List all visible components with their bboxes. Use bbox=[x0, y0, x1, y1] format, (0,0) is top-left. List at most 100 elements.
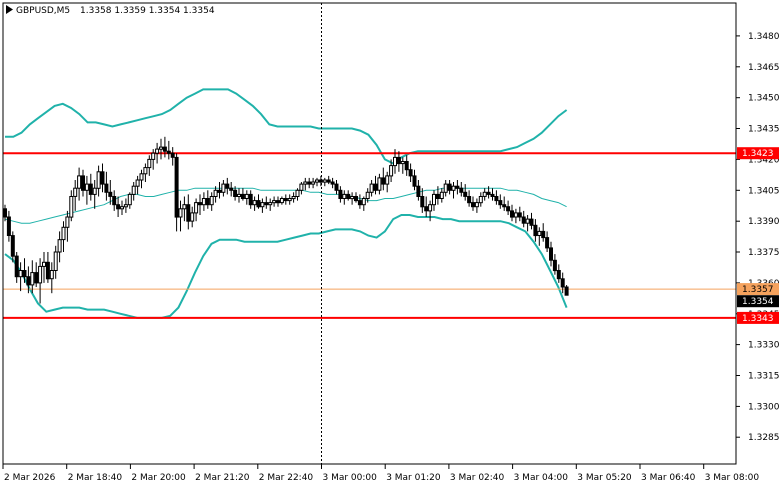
candle bbox=[412, 169, 417, 191]
bollinger-upper-line bbox=[5, 88, 568, 165]
candle-body-bull bbox=[478, 196, 483, 204]
candle-body-bull bbox=[299, 183, 304, 191]
candle-body-bear bbox=[318, 179, 323, 183]
plot-frame bbox=[2, 2, 737, 465]
candle bbox=[186, 194, 191, 230]
candle bbox=[229, 182, 234, 197]
candle bbox=[6, 210, 11, 242]
candle-body-bull bbox=[252, 200, 257, 206]
candle bbox=[420, 188, 425, 213]
candle-body-bull bbox=[432, 193, 436, 206]
y-tick-label: 1.3450 bbox=[748, 94, 780, 104]
candle bbox=[322, 177, 327, 187]
price-badge: 1.3343 bbox=[737, 311, 779, 324]
candle bbox=[108, 180, 113, 205]
candle bbox=[190, 206, 195, 228]
candle-body-bull bbox=[194, 202, 199, 214]
candle-body-bear bbox=[116, 204, 121, 210]
candle bbox=[474, 198, 479, 213]
y-tick-label: 1.3435 bbox=[748, 125, 780, 135]
y-tick-label: 1.3285 bbox=[748, 433, 780, 443]
candle-body-bear bbox=[435, 193, 440, 199]
candle bbox=[416, 180, 421, 201]
candle bbox=[549, 241, 553, 267]
candle bbox=[471, 196, 475, 211]
candle-body-bull bbox=[201, 198, 206, 206]
candle-body-bear bbox=[264, 202, 269, 206]
candle bbox=[354, 192, 358, 203]
candle-body-bull bbox=[131, 185, 136, 195]
candle-body-bear bbox=[233, 189, 238, 198]
candle bbox=[428, 200, 433, 222]
candle bbox=[240, 188, 245, 201]
candle-body-bull bbox=[209, 196, 214, 206]
price-badge: 1.3354 bbox=[737, 295, 779, 308]
candle bbox=[459, 182, 464, 197]
candle-body-bull bbox=[295, 189, 300, 198]
candle bbox=[564, 285, 569, 296]
candle bbox=[541, 223, 546, 242]
candle bbox=[42, 252, 46, 283]
candle bbox=[209, 192, 214, 211]
candle-body-bull bbox=[342, 193, 347, 199]
candle-body-bull bbox=[377, 177, 382, 191]
candle bbox=[123, 198, 128, 213]
candle bbox=[334, 180, 339, 195]
candle bbox=[18, 262, 23, 292]
candle bbox=[69, 190, 74, 222]
candle-body-bull bbox=[279, 198, 284, 204]
candle bbox=[404, 155, 409, 176]
candle bbox=[389, 159, 394, 182]
candle bbox=[237, 188, 241, 203]
candle bbox=[424, 196, 429, 217]
x-tick-label: 3 Mar 06:40 bbox=[641, 473, 696, 483]
horizontal-lines bbox=[3, 152, 736, 319]
candle bbox=[84, 175, 89, 205]
candle-body-bull bbox=[190, 212, 195, 222]
candle-body-bear bbox=[229, 187, 234, 191]
price-badge-label: 1.3354 bbox=[742, 297, 774, 307]
collapse-triangle-icon[interactable] bbox=[6, 5, 13, 14]
candle-body-bull bbox=[365, 191, 370, 200]
candle-body-bear bbox=[494, 196, 499, 202]
candle bbox=[225, 177, 230, 195]
candle-body-bear bbox=[533, 224, 538, 237]
candle bbox=[104, 171, 109, 201]
candle-body-bull bbox=[182, 204, 187, 210]
candle-body-bear bbox=[248, 193, 253, 206]
candle-body-bear bbox=[506, 206, 511, 212]
x-tick-label: 2 Mar 20:00 bbox=[131, 473, 186, 483]
candle-body-bear bbox=[307, 181, 312, 185]
candle bbox=[147, 155, 152, 176]
candle-body-bull bbox=[303, 181, 308, 185]
candle bbox=[381, 167, 386, 191]
x-axis: 2 Mar 2026 2 Mar 18:40 2 Mar 20:00 2 Mar 21… bbox=[2, 464, 759, 483]
candle-body-bear bbox=[45, 261, 50, 280]
candle-body-bull bbox=[139, 173, 144, 181]
candle-body-bull bbox=[213, 189, 218, 198]
x-tick-label: 3 Mar 00:00 bbox=[323, 473, 378, 483]
candle bbox=[194, 198, 199, 222]
candle bbox=[283, 194, 288, 205]
candle-body-bull bbox=[147, 158, 152, 169]
candle-body-bull bbox=[178, 208, 183, 218]
candle-body-bull bbox=[84, 183, 89, 191]
candle bbox=[443, 180, 448, 197]
candle bbox=[506, 200, 511, 215]
candle bbox=[49, 262, 54, 294]
x-tick-label: 2 Mar 18:40 bbox=[68, 473, 123, 483]
candle-body-bear bbox=[490, 193, 495, 197]
candle-body-bear bbox=[354, 196, 358, 202]
candle bbox=[65, 210, 70, 242]
candle bbox=[53, 245, 58, 279]
candle-body-bull bbox=[92, 187, 97, 195]
candle-body-bull bbox=[272, 200, 277, 204]
x-tick-label: 3 Mar 05:20 bbox=[577, 473, 632, 483]
y-tick-label: 1.3390 bbox=[748, 217, 780, 227]
candle-body-bull bbox=[525, 218, 530, 224]
candle bbox=[166, 140, 171, 160]
candle bbox=[377, 173, 382, 195]
candle-body-bear bbox=[373, 183, 378, 191]
candle bbox=[435, 186, 440, 205]
